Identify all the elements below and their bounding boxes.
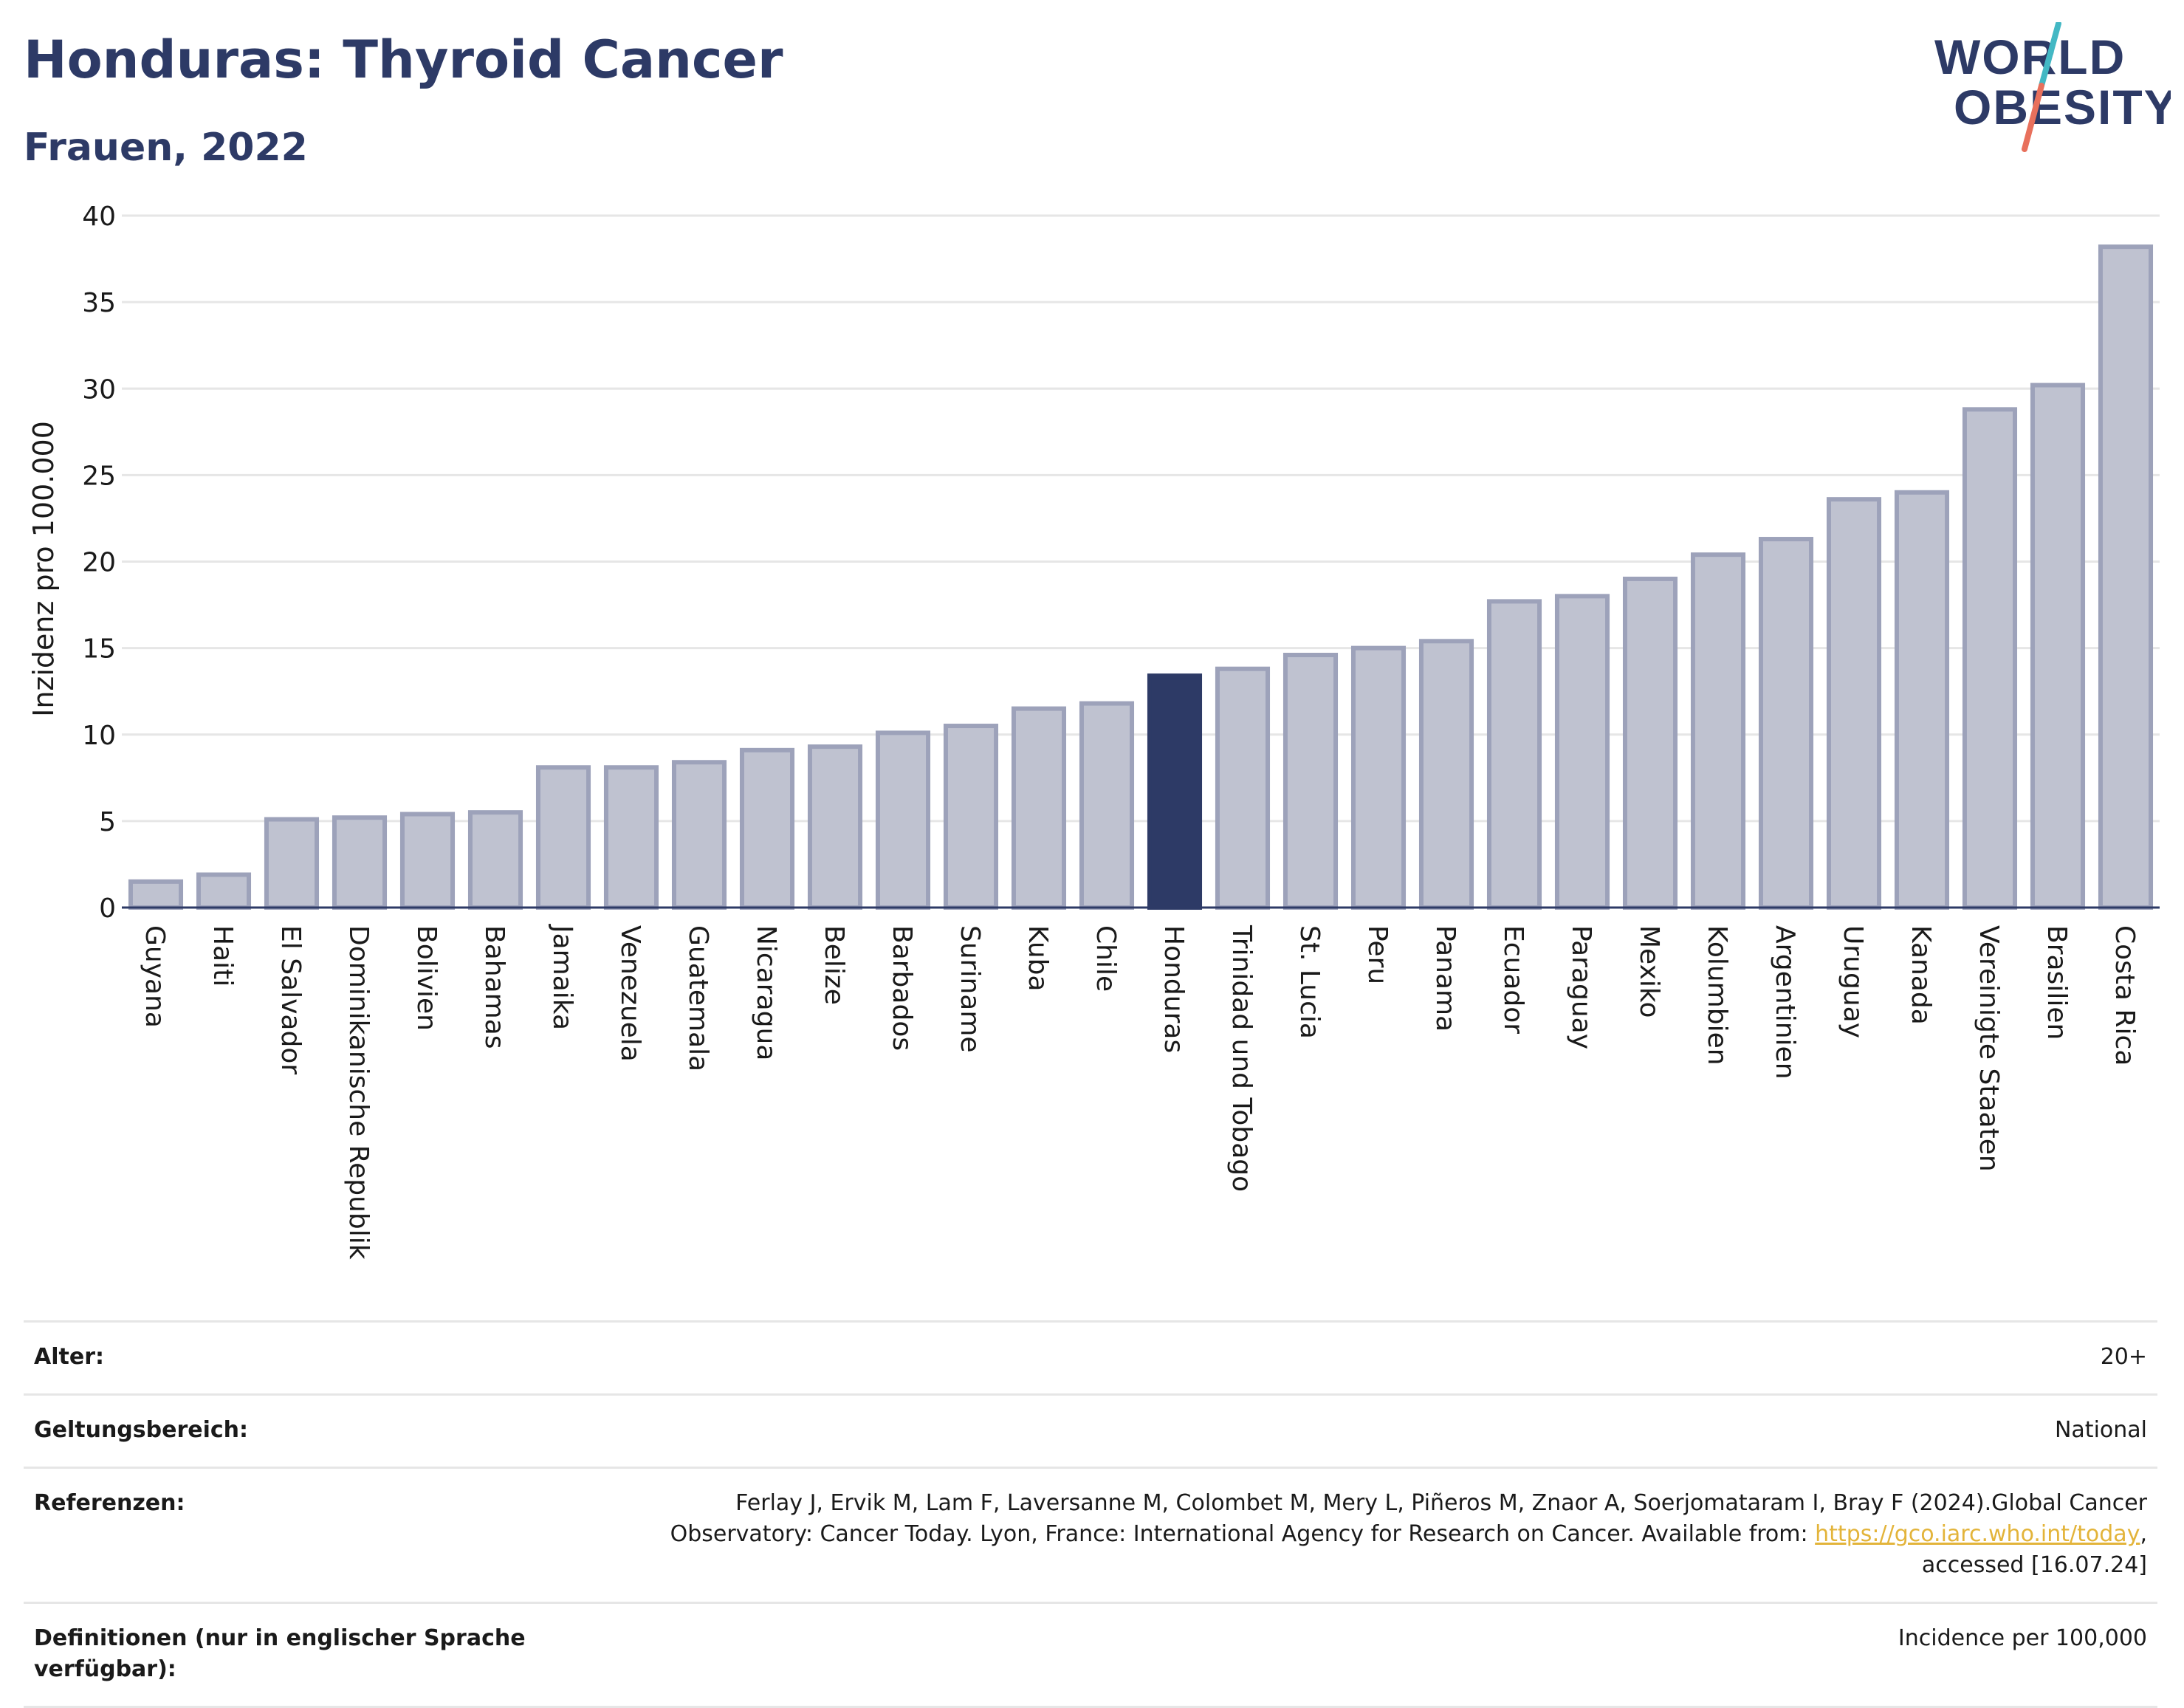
x-tick-label: Peru [1362, 925, 1393, 984]
x-tick-label: Jamaika [547, 924, 577, 1030]
definitions-label: Definitionen (nur in englischer Sprache … [34, 1625, 526, 1682]
grid-lines [122, 214, 2160, 823]
age-label: Alter: [34, 1344, 104, 1370]
x-tick-label: Bahamas [479, 925, 509, 1049]
x-tick-label: El Salvador [275, 925, 306, 1074]
y-tick-label: 30 [82, 374, 116, 405]
references-value: Ferlay J, Ervik M, Lam F, Laversanne M, … [577, 1468, 2157, 1603]
references-accessed: , accessed [16.07.24] [1921, 1521, 2147, 1578]
bar [1826, 497, 1882, 910]
logo-text-world: WORLD [1934, 30, 2126, 84]
bars [128, 244, 2154, 910]
bar [1282, 652, 1339, 910]
x-tick-label: Venezuela [615, 925, 645, 1062]
y-tick-label: 5 [99, 807, 116, 837]
x-tick-label: Uruguay [1838, 925, 1868, 1038]
logo-text-obesity: OBESITY [1954, 80, 2171, 134]
references-text: Ferlay J, Ervik M, Lam F, Laversanne M, … [670, 1490, 2147, 1547]
bar [2030, 383, 2086, 910]
bar [1690, 552, 1746, 910]
bar [399, 812, 456, 910]
bar [1350, 645, 1407, 910]
x-tick-label: Barbados [887, 925, 917, 1051]
bar [943, 724, 999, 910]
x-tick-label: Kanada [1906, 925, 1936, 1025]
y-tick-label: 40 [82, 202, 116, 232]
x-tick-label: Guyana [140, 925, 170, 1028]
bar [1215, 666, 1271, 910]
x-tick-label: Kolumbien [1702, 925, 1732, 1066]
x-tick-label: Haiti [207, 925, 238, 987]
bar [1962, 407, 2018, 910]
page-subtitle: Frauen, 2022 [24, 126, 308, 170]
x-tick-label: Chile [1091, 925, 1121, 992]
bar [671, 760, 727, 910]
x-tick-label: Argentinien [1770, 925, 1800, 1080]
x-tick-label: Nicaragua [751, 925, 781, 1060]
bar [467, 810, 523, 910]
x-tick-label: Costa Rica [2109, 925, 2140, 1066]
x-tick-label: Vereinigte Staaten [1974, 925, 2004, 1172]
x-tick-label: Honduras [1158, 925, 1189, 1053]
world-obesity-logo: WORLD OBESITY [1934, 22, 2171, 152]
bar [2098, 244, 2154, 910]
definitions-value: Incidence per 100,000 [1898, 1625, 2147, 1651]
age-value: 20+ [2100, 1344, 2147, 1370]
bar [739, 747, 795, 910]
references-link[interactable]: https://gco.iarc.who.int/today [1815, 1521, 2140, 1547]
x-tick-label: Kuba [1023, 925, 1053, 992]
bar [1147, 673, 1203, 910]
x-tick-label: Ecuador [1498, 925, 1528, 1034]
bar [535, 765, 591, 910]
y-tick-label: 25 [82, 461, 116, 491]
x-tick-label: Bolivien [411, 925, 442, 1031]
bar [1758, 537, 1814, 910]
bar [196, 872, 252, 910]
meta-row-references: Referenzen: Ferlay J, Ervik M, Lam F, La… [24, 1467, 2157, 1603]
x-tick-label: Brasilien [2042, 925, 2072, 1040]
x-axis-labels: Guyana Haiti El Salvador Dominikanische Rep… [140, 924, 2140, 1260]
meta-row-age: Alter: 20+ [24, 1321, 2157, 1395]
x-tick-label: Panama [1430, 925, 1460, 1032]
bar-chart: 0 5 10 15 20 25 30 35 40 Guyana Haiti El Salvador D… [27, 202, 2160, 1260]
bar [128, 879, 184, 910]
bar [1622, 576, 1678, 910]
metadata-table: Alter: 20+ Geltungsbereich: National Ref… [24, 1320, 2157, 1708]
y-axis-ticks: 0 5 10 15 20 25 30 35 40 [82, 202, 116, 924]
bar [807, 744, 863, 910]
bar [1486, 599, 1542, 910]
y-tick-label: 0 [99, 894, 116, 924]
y-tick-label: 10 [82, 721, 116, 751]
bar [1418, 639, 1474, 910]
logo-slash-teal [2039, 22, 2061, 89]
scope-label: Geltungsbereich: [34, 1417, 249, 1443]
x-tick-label: Guatemala [683, 925, 713, 1071]
x-tick-label: Paraguay [1566, 925, 1596, 1049]
scope-value: National [2054, 1417, 2147, 1443]
x-tick-label: Mexiko [1634, 925, 1664, 1018]
y-axis-title: Inzidenz pro 100.000 [27, 421, 60, 717]
references-label: Referenzen: [34, 1490, 185, 1516]
x-tick-label: Dominikanische Republik [343, 925, 374, 1260]
meta-row-scope: Geltungsbereich: National [24, 1394, 2157, 1468]
x-tick-label: Suriname [955, 925, 985, 1053]
bar [1011, 706, 1067, 910]
x-tick-label: St. Lucia [1294, 925, 1325, 1039]
bar [1554, 594, 1610, 910]
bar [1079, 701, 1135, 910]
y-tick-label: 35 [82, 288, 116, 318]
x-tick-label: Trinidad und Tobago [1226, 925, 1257, 1192]
y-tick-label: 15 [82, 634, 116, 665]
bar [875, 730, 931, 910]
logo-slash-coral [2022, 83, 2044, 152]
meta-row-definitions: Definitionen (nur in englischer Sprache … [24, 1602, 2157, 1707]
y-tick-label: 20 [82, 548, 116, 578]
bar [332, 815, 388, 910]
bar [1894, 490, 1950, 910]
page-title: Honduras: Thyroid Cancer [24, 30, 783, 90]
bar [264, 817, 320, 910]
bar [603, 765, 659, 910]
x-tick-label: Belize [819, 925, 849, 1005]
